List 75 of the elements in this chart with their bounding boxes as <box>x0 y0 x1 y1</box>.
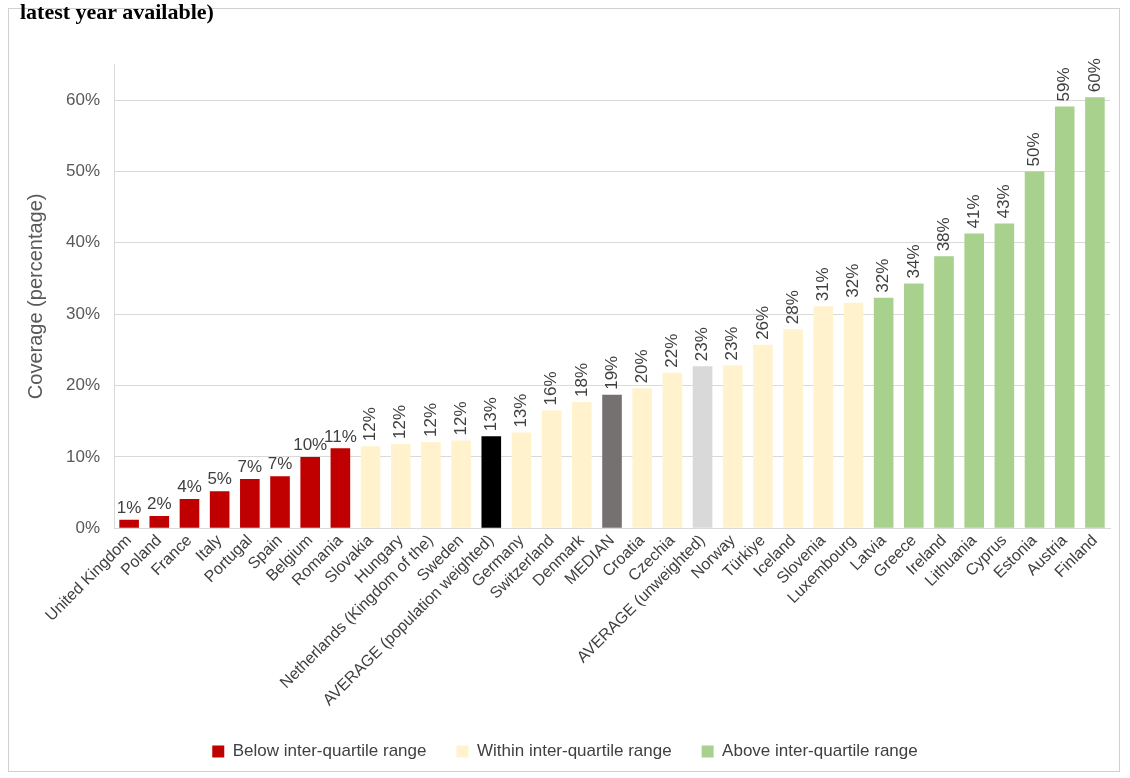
bar <box>390 444 411 528</box>
data-label: 12% <box>450 401 470 436</box>
bar <box>572 401 592 528</box>
y-tick-label: 0% <box>75 517 101 537</box>
y-tick-label: 50% <box>65 161 101 181</box>
data-label: 18% <box>571 362 591 397</box>
bar <box>541 410 562 528</box>
bar <box>632 388 652 528</box>
data-label: 32% <box>873 258 893 293</box>
bar <box>722 365 743 528</box>
legend-label: Below inter-quartile range <box>232 741 427 761</box>
bar <box>270 476 290 528</box>
y-tick-label: 40% <box>65 232 101 252</box>
bar <box>904 283 924 528</box>
data-label: 31% <box>812 267 832 302</box>
data-label: 7% <box>237 457 263 477</box>
bar <box>753 344 773 528</box>
data-label: 1% <box>116 497 142 517</box>
data-label: 13% <box>511 393 531 428</box>
bar <box>240 479 260 528</box>
y-tick-label: 10% <box>65 446 101 466</box>
y-tick-label: 20% <box>65 375 101 395</box>
bar <box>511 432 532 528</box>
bar <box>149 516 170 528</box>
data-label: 43% <box>994 184 1014 219</box>
bar <box>481 436 502 528</box>
bar <box>360 446 381 528</box>
data-label: 23% <box>692 327 712 362</box>
data-label: 13% <box>480 397 500 432</box>
bar <box>964 233 984 528</box>
data-label: 12% <box>390 405 410 440</box>
bar <box>300 456 321 528</box>
bar <box>783 329 803 528</box>
data-label: 41% <box>963 194 983 229</box>
data-label: 4% <box>177 477 202 497</box>
data-label: 50% <box>1024 132 1044 167</box>
data-label: 60% <box>1084 58 1104 93</box>
bar <box>330 448 351 528</box>
data-label: 26% <box>752 305 772 340</box>
data-label: 38% <box>933 217 953 252</box>
data-label: 7% <box>267 454 293 474</box>
data-label: 20% <box>631 349 651 384</box>
data-label: 59% <box>1054 67 1074 102</box>
data-label: 32% <box>843 263 863 298</box>
y-tick-label: 30% <box>65 303 101 323</box>
data-label: 5% <box>207 469 232 489</box>
bar <box>843 302 864 528</box>
data-label: 2% <box>147 494 172 514</box>
bar <box>1024 171 1045 528</box>
bar <box>934 256 954 528</box>
data-label: 28% <box>782 290 802 325</box>
data-label: 23% <box>722 326 742 361</box>
bar <box>179 498 200 528</box>
bar <box>994 223 1015 528</box>
bar <box>209 491 230 528</box>
data-label: 22% <box>662 333 682 368</box>
data-label: 12% <box>420 402 440 437</box>
data-label: 19% <box>601 355 621 390</box>
bar <box>1085 97 1105 528</box>
bar <box>451 440 471 528</box>
bar <box>602 394 622 528</box>
legend-label: Within inter-quartile range <box>476 741 672 761</box>
legend-label: Above inter-quartile range <box>722 741 918 761</box>
bar <box>662 372 683 528</box>
data-label: 34% <box>903 244 923 279</box>
bar <box>873 297 894 528</box>
y-axis-title: Coverage (percentage) <box>23 193 46 400</box>
bar <box>813 306 834 528</box>
bar <box>1054 106 1075 528</box>
data-label: 12% <box>360 407 380 442</box>
bar <box>421 441 441 528</box>
data-label: 16% <box>541 371 561 406</box>
chart-title: latest year available) <box>20 0 214 24</box>
bar <box>119 519 139 528</box>
y-tick-label: 60% <box>65 89 101 109</box>
